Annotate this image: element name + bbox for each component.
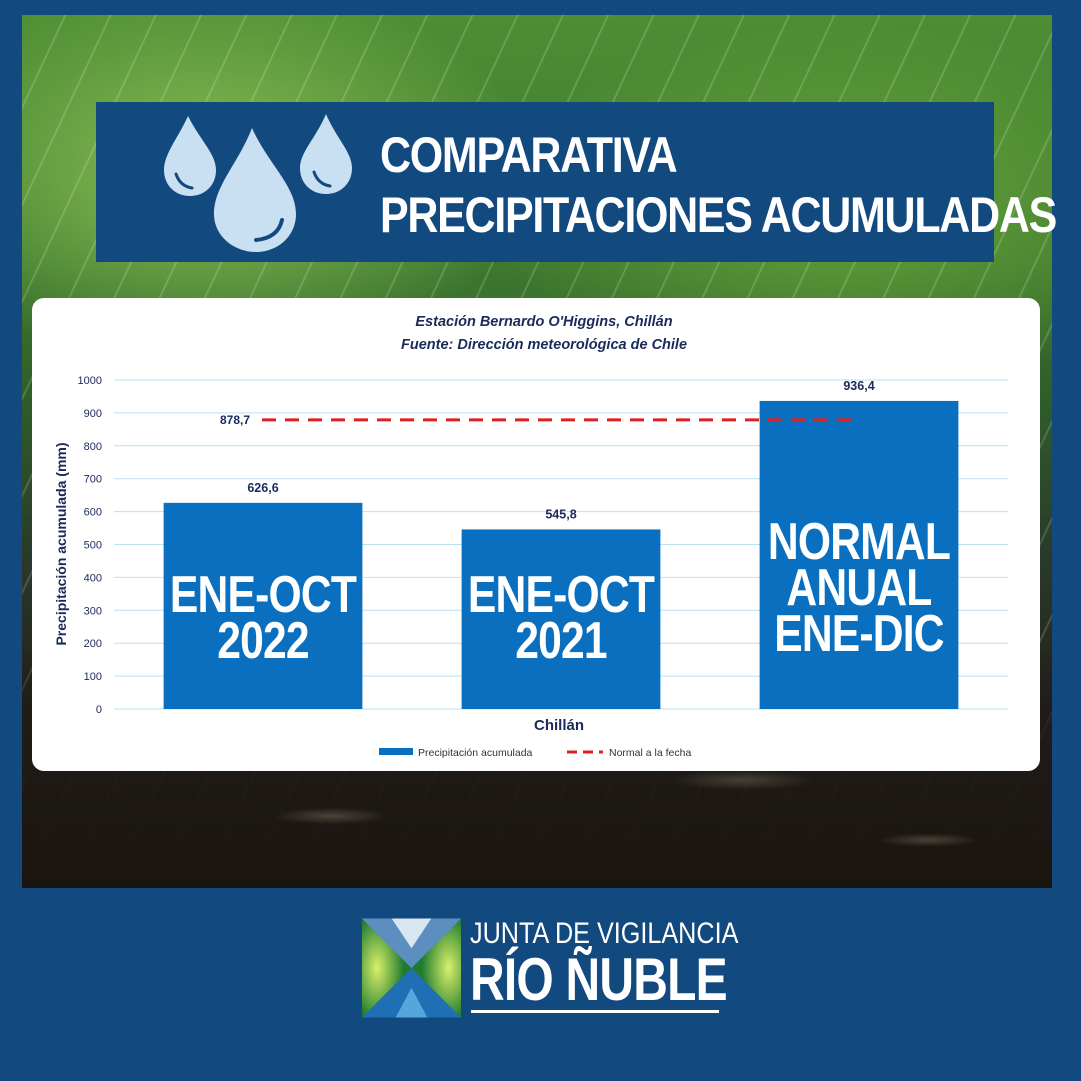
rio-nuble-logo [362, 918, 461, 1018]
legend-bar-label: Precipitación acumulada [418, 747, 533, 759]
legend-reference-label: Normal a la fecha [609, 747, 691, 759]
y-tick-label: 900 [84, 408, 102, 420]
title-banner: COMPARATIVA PRECIPITACIONES ACUMULADAS [96, 102, 1057, 262]
raindrops-icon [164, 114, 352, 252]
y-tick-labels: 0 100 200 300 400 500 600 700 800 900 1000 [78, 375, 102, 716]
reference-line-label: 878,7 [220, 413, 250, 427]
bar-value-label: 626,6 [247, 481, 278, 495]
y-tick-label: 600 [84, 507, 102, 519]
bar-value-labels: 626,6 545,8 936,4 [247, 379, 874, 522]
y-tick-label: 1000 [78, 375, 102, 387]
bar [163, 502, 363, 709]
bar-category-label: ENE-OCT [170, 566, 357, 624]
y-tick-label: 800 [84, 441, 102, 453]
bar-value-label: 545,8 [545, 507, 576, 521]
bar-category-label: ANUAL [786, 559, 931, 617]
precipitation-chart: Estación Bernardo O'Higgins, Chillán Fue… [53, 314, 1008, 759]
y-tick-label: 0 [96, 704, 102, 716]
bar-value-label: 936,4 [843, 379, 874, 393]
chart-subtitle: Fuente: Dirección meteorológica de Chile [401, 337, 687, 353]
bar-category-label: NORMAL [768, 513, 950, 571]
bar [759, 400, 959, 709]
bar [461, 529, 661, 709]
y-axis-title: Precipitación acumulada (mm) [53, 442, 69, 645]
chart-title: Estación Bernardo O'Higgins, Chillán [415, 314, 672, 330]
bar-category-label: ENE-OCT [468, 566, 655, 624]
title-line-1: COMPARATIVA [380, 127, 678, 183]
x-axis-title: Chillán [534, 717, 584, 734]
y-tick-label: 400 [84, 572, 102, 584]
y-tick-label: 100 [84, 671, 102, 683]
bar-category-label: 2021 [515, 612, 607, 670]
org-name-line-1: JUNTA DE VIGILANCIA [470, 917, 739, 950]
y-tick-label: 500 [84, 540, 102, 552]
y-tick-label: 300 [84, 605, 102, 617]
legend: Precipitación acumulada Normal a la fech… [379, 747, 691, 759]
bars [163, 400, 959, 709]
y-tick-label: 700 [84, 474, 102, 486]
title-line-2: PRECIPITACIONES ACUMULADAS [380, 187, 1057, 243]
chart-card: Estación Bernardo O'Higgins, Chillán Fue… [32, 298, 1040, 771]
bar-category-label: ENE-DIC [774, 605, 944, 663]
legend-bar-swatch [379, 748, 413, 755]
bar-category-label: 2022 [217, 612, 309, 670]
org-name-line-2: RÍO ÑUBLE [470, 946, 728, 1013]
org-name-underline [471, 1010, 719, 1013]
y-tick-label: 200 [84, 638, 102, 650]
